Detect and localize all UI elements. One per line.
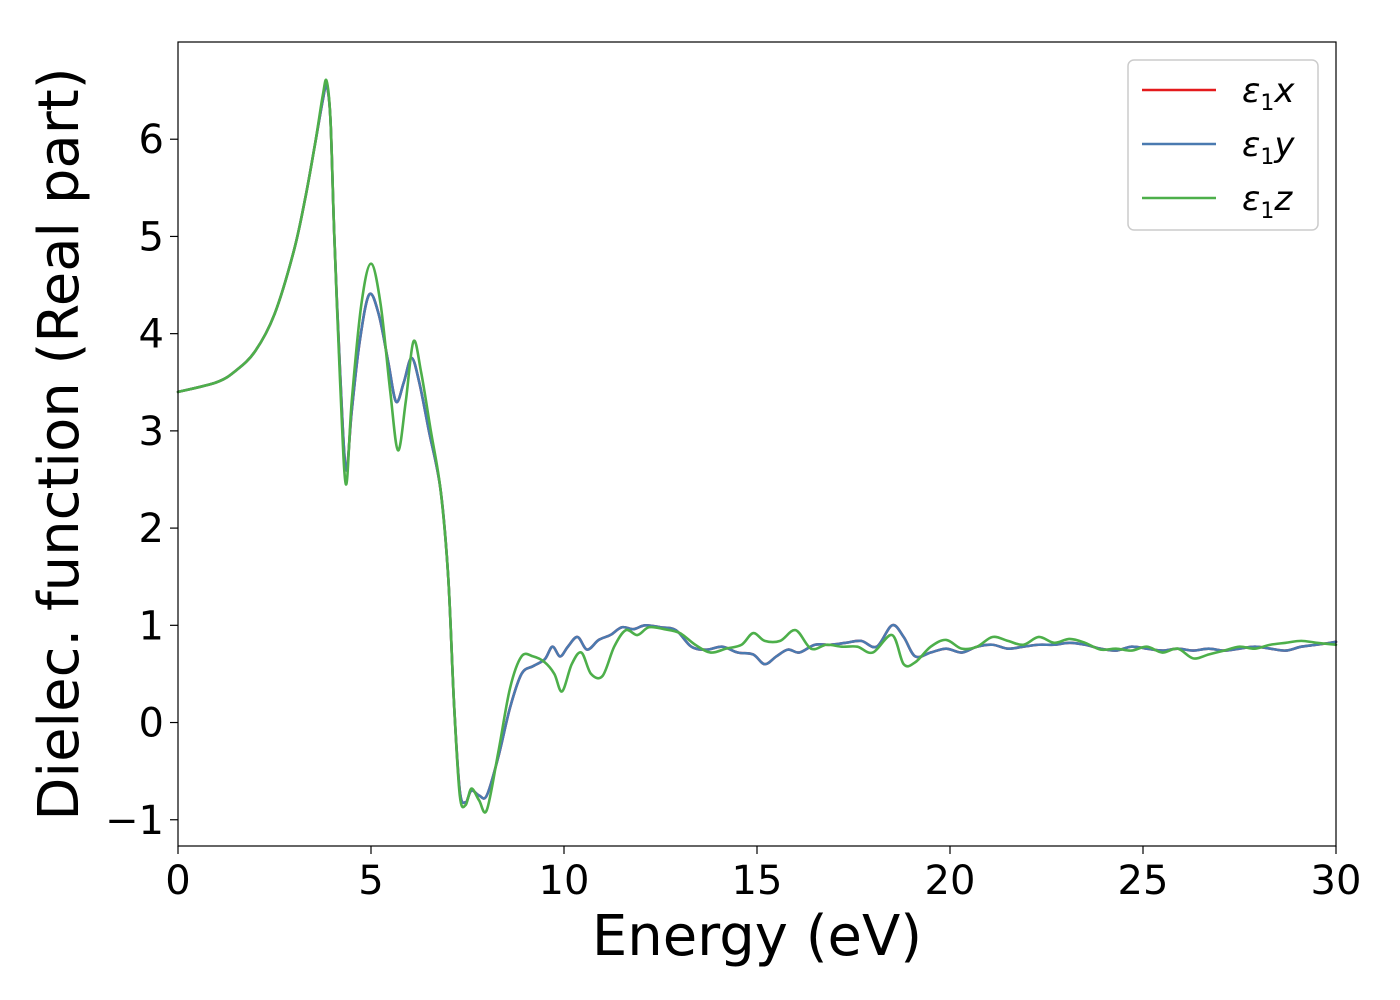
y-tick-label: 0 bbox=[139, 701, 164, 747]
legend-label-y: ε1y bbox=[1242, 125, 1295, 170]
y-tick-label: −1 bbox=[105, 798, 164, 844]
x-tick-label: 5 bbox=[358, 858, 383, 904]
x-tick-label: 10 bbox=[539, 858, 590, 904]
x-tick-label: 25 bbox=[1118, 858, 1169, 904]
x-axis-ticks: 0 5 10 15 20 25 30 bbox=[165, 846, 1361, 904]
x-tick-label: 20 bbox=[925, 858, 976, 904]
y-tick-label: 1 bbox=[139, 603, 164, 649]
legend-frame bbox=[1127, 59, 1319, 231]
legend: ε1x ε1y ε1z bbox=[1127, 59, 1319, 231]
y-tick-label: 6 bbox=[139, 117, 164, 163]
y-tick-label: 2 bbox=[139, 506, 164, 552]
x-tick-label: 15 bbox=[732, 858, 783, 904]
y-tick-label: 5 bbox=[139, 214, 164, 260]
x-axis-label: Energy (eV) bbox=[592, 904, 922, 969]
series-line-z bbox=[176, 78, 1338, 814]
legend-label-x: ε1x bbox=[1242, 71, 1295, 116]
y-axis-ticks: −1 0 1 2 3 4 5 6 bbox=[105, 117, 178, 844]
y-axis-label: Dielec. function (Real part) bbox=[27, 67, 92, 820]
y-tick-label: 3 bbox=[139, 409, 164, 455]
y-tick-label: 4 bbox=[139, 312, 164, 358]
x-tick-label: 0 bbox=[165, 858, 190, 904]
series-layer bbox=[176, 78, 1338, 814]
legend-entries: ε1x ε1y ε1z bbox=[1142, 71, 1295, 224]
x-tick-label: 30 bbox=[1311, 858, 1362, 904]
legend-label-z: ε1z bbox=[1242, 179, 1293, 224]
plot-frame bbox=[177, 41, 1337, 847]
